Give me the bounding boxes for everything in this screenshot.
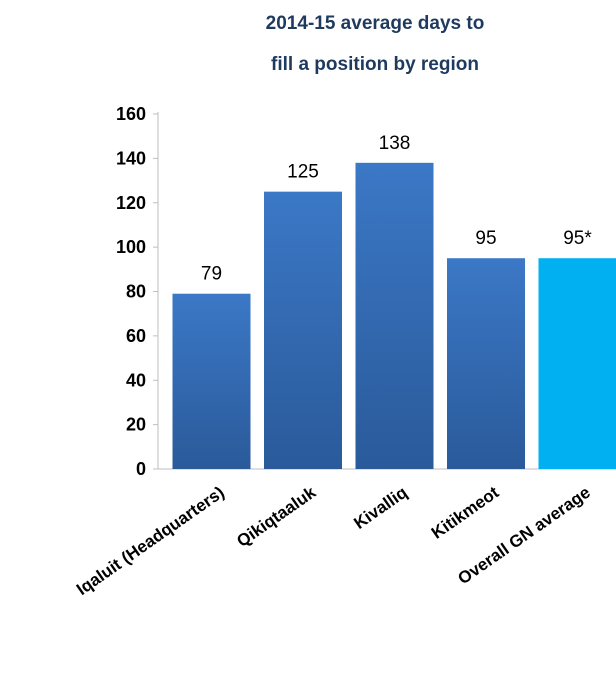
bar [538,258,616,469]
y-tick-label: 100 [116,237,146,257]
data-label: 95 [475,228,496,249]
y-tick-label: 60 [126,326,146,346]
y-tick-label: 0 [136,459,146,479]
data-label: 79 [201,264,222,285]
x-tick-label: Qikiqtaaluk [233,482,319,550]
bar [355,162,434,469]
data-label: 95* [563,228,592,249]
data-labels-group: 79 125 138 95 95* [201,133,592,285]
x-tick-label: Kivalliq [350,483,410,533]
bar [172,293,251,469]
chart-title-line-2: fill a position by region [271,54,479,75]
bar [264,191,342,469]
x-axis-ticks: Iqaluit (Headquarters) Qikiqtaaluk Kivalli… [73,482,594,599]
y-tick-label: 140 [116,148,146,168]
data-label: 138 [379,133,411,154]
y-tick-label: 40 [126,370,146,390]
x-tick-label: Iqaluit (Headquarters) [73,483,228,599]
y-axis-ticks: 0 20 40 60 80 100 120 140 160 [116,104,158,479]
data-label: 125 [287,162,319,183]
bars-group [172,162,616,469]
bar [447,258,525,469]
chart-title-line-1: 2014-15 average days to [266,13,485,34]
x-tick-label: Kitikmeot [428,483,503,543]
y-tick-label: 120 [116,193,146,213]
y-tick-label: 80 [126,282,146,302]
y-tick-label: 20 [126,415,146,435]
y-tick-label: 160 [116,104,146,124]
